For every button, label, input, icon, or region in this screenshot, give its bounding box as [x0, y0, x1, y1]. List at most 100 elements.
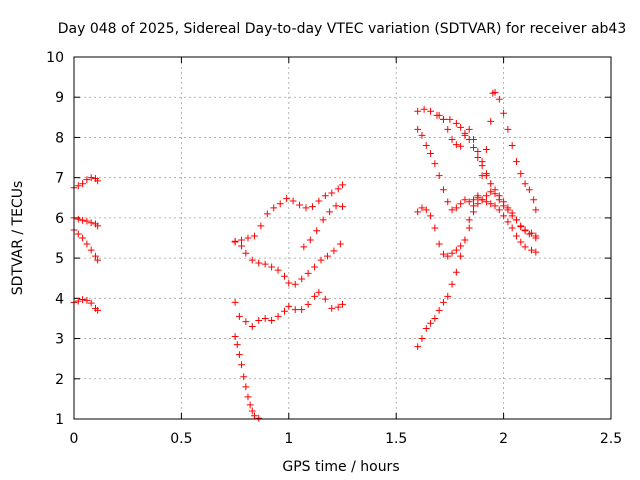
data-point — [474, 154, 482, 161]
data-point — [461, 132, 469, 139]
data-point — [83, 176, 91, 184]
data-point — [532, 248, 540, 256]
data-point — [291, 306, 299, 313]
data-point — [304, 300, 312, 308]
data-point — [74, 215, 82, 223]
data-point — [470, 144, 477, 151]
data-point — [448, 206, 456, 214]
data-point — [508, 209, 516, 217]
data-point — [240, 373, 248, 381]
data-point — [483, 192, 490, 200]
data-point — [268, 263, 276, 271]
data-point — [94, 177, 102, 185]
data-points-layer — [70, 88, 540, 422]
data-point — [532, 234, 540, 242]
data-point — [500, 212, 507, 220]
data-point — [296, 201, 303, 209]
data-point — [427, 107, 434, 115]
data-point — [444, 252, 452, 260]
data-point — [87, 219, 95, 227]
data-point — [440, 115, 447, 123]
x-tick-label: 1 — [284, 431, 293, 447]
data-point — [500, 109, 507, 117]
data-point — [470, 196, 477, 204]
data-point — [525, 230, 533, 238]
data-point — [244, 234, 252, 242]
data-point — [79, 180, 86, 188]
data-point — [298, 306, 306, 313]
data-point — [470, 208, 477, 216]
data-point — [300, 243, 308, 251]
x-axis-label: GPS time / hours — [282, 459, 399, 475]
data-point — [427, 150, 434, 157]
data-point — [513, 158, 520, 165]
data-point — [257, 222, 265, 230]
data-point — [474, 148, 482, 155]
data-point — [79, 296, 86, 303]
data-point — [532, 206, 540, 214]
data-point — [281, 272, 288, 280]
data-point — [474, 192, 482, 200]
y-tick-label: 2 — [55, 372, 64, 388]
data-point — [339, 203, 346, 211]
data-point — [431, 160, 439, 167]
data-point — [235, 351, 243, 359]
data-point — [313, 227, 321, 235]
data-point — [491, 88, 499, 96]
data-point — [87, 299, 95, 307]
data-point — [83, 240, 91, 248]
data-point — [444, 198, 452, 206]
x-tick-label: 0 — [70, 431, 79, 447]
data-point — [517, 170, 525, 178]
y-tick-label: 10 — [46, 50, 64, 66]
data-point — [465, 216, 473, 224]
data-point — [414, 208, 422, 216]
data-point — [521, 243, 529, 251]
data-point — [87, 246, 95, 254]
data-point — [248, 323, 256, 330]
data-point — [435, 307, 443, 314]
data-point — [420, 105, 428, 113]
data-point — [414, 343, 422, 350]
y-tick-label: 1 — [55, 412, 64, 428]
data-point — [74, 297, 82, 305]
data-point — [491, 186, 499, 194]
data-point — [470, 202, 477, 210]
data-point — [517, 223, 525, 231]
y-tick-label: 7 — [55, 171, 64, 187]
data-point — [231, 333, 239, 340]
data-point — [461, 196, 469, 204]
data-point — [334, 303, 342, 311]
data-point — [79, 234, 86, 242]
data-point — [244, 393, 252, 401]
grid-layer — [74, 57, 611, 419]
data-point — [281, 307, 288, 315]
data-point — [304, 269, 312, 277]
data-point — [495, 192, 503, 200]
data-point — [508, 224, 516, 232]
x-tick-label: 2.5 — [600, 431, 622, 447]
data-point — [452, 204, 460, 212]
data-point — [500, 198, 507, 206]
data-point — [83, 296, 91, 304]
data-point — [422, 142, 430, 149]
data-point — [457, 252, 465, 260]
data-point — [517, 238, 525, 246]
data-point — [248, 407, 256, 415]
data-point — [283, 195, 291, 202]
data-point — [79, 216, 86, 224]
data-point — [261, 315, 269, 322]
data-point — [487, 188, 495, 196]
data-point — [94, 307, 102, 314]
data-point — [315, 197, 323, 205]
data-point — [465, 198, 473, 206]
data-point — [291, 280, 299, 288]
data-point — [452, 268, 460, 276]
data-point — [298, 275, 306, 283]
data-point — [311, 292, 318, 300]
chart-title: Day 048 of 2025, Sidereal Day-to-day VTE… — [58, 21, 627, 37]
data-point — [487, 180, 495, 188]
data-point — [87, 174, 95, 182]
